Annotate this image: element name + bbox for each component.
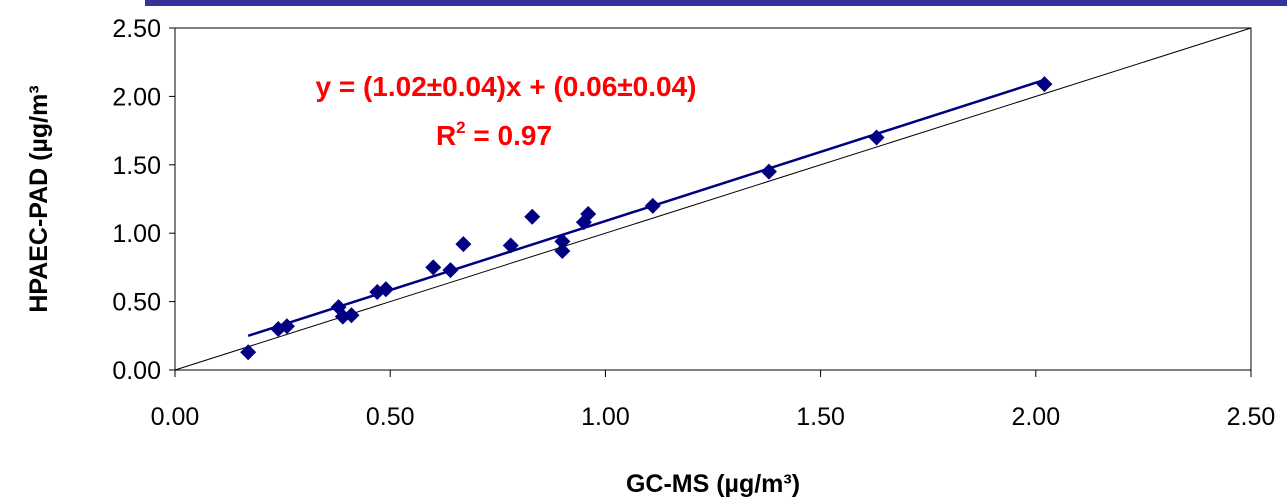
top-border-bar (145, 0, 1287, 6)
data-point (502, 237, 519, 254)
r2-exponent: 2 (456, 118, 465, 137)
data-point (240, 344, 257, 361)
data-point (442, 262, 459, 279)
y-axis-title: HPAEC-PAD (µg/m³ (25, 85, 53, 312)
y-tick-label: 2.50 (112, 15, 161, 43)
y-tick-label: 0.50 (112, 289, 161, 317)
data-point (455, 236, 472, 253)
x-tick-label: 2.00 (1011, 403, 1060, 431)
data-point (343, 307, 360, 324)
r2-value: = 0.97 (466, 120, 552, 151)
data-point (425, 259, 442, 276)
x-tick-label: 2.50 (1227, 403, 1276, 431)
data-point (760, 163, 777, 180)
y-axis-ticks: 0.00 0.50 1.00 1.50 2.00 2.50 (112, 15, 175, 385)
data-point (868, 129, 885, 146)
y-tick-label: 0.00 (112, 357, 161, 385)
regression-equation: y = (1.02±0.04)x + (0.06±0.04) (316, 71, 697, 102)
data-point (554, 233, 571, 250)
data-point (580, 206, 597, 223)
data-points-layer (240, 76, 1053, 361)
x-tick-label: 1.00 (581, 403, 630, 431)
y-tick-label: 1.50 (112, 152, 161, 180)
y-tick-label: 2.00 (112, 83, 161, 111)
r-squared-annotation: R2 = 0.97 (436, 118, 552, 151)
data-point (1036, 76, 1053, 93)
y-tick-label: 1.00 (112, 220, 161, 248)
data-point (554, 242, 571, 259)
data-point (524, 208, 541, 225)
data-point (644, 197, 661, 214)
r2-symbol: R (436, 120, 456, 151)
x-tick-label: 0.50 (366, 403, 415, 431)
x-axis-ticks: 0.00 0.50 1.00 1.50 2.00 2.50 (151, 370, 1276, 431)
x-axis-title: GC-MS (µg/m³) (626, 470, 800, 498)
data-point (377, 281, 394, 298)
x-tick-label: 1.50 (796, 403, 845, 431)
data-point (278, 318, 295, 335)
x-tick-label: 0.00 (151, 403, 200, 431)
